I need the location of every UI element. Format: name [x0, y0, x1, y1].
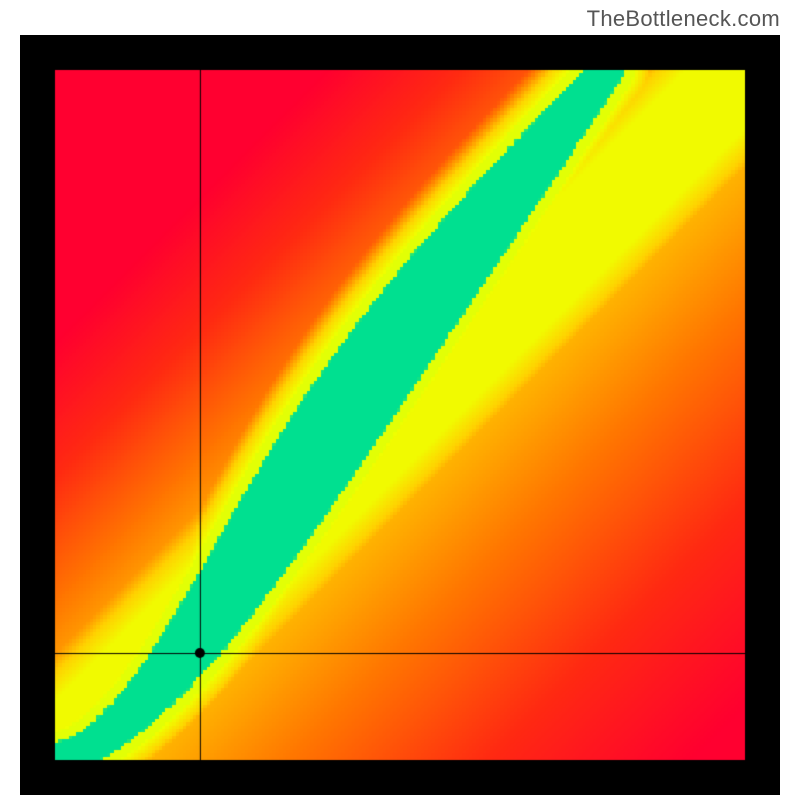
chart-frame: [20, 35, 780, 795]
bottleneck-heatmap-canvas: [20, 35, 780, 795]
watermark-text: TheBottleneck.com: [587, 6, 780, 32]
